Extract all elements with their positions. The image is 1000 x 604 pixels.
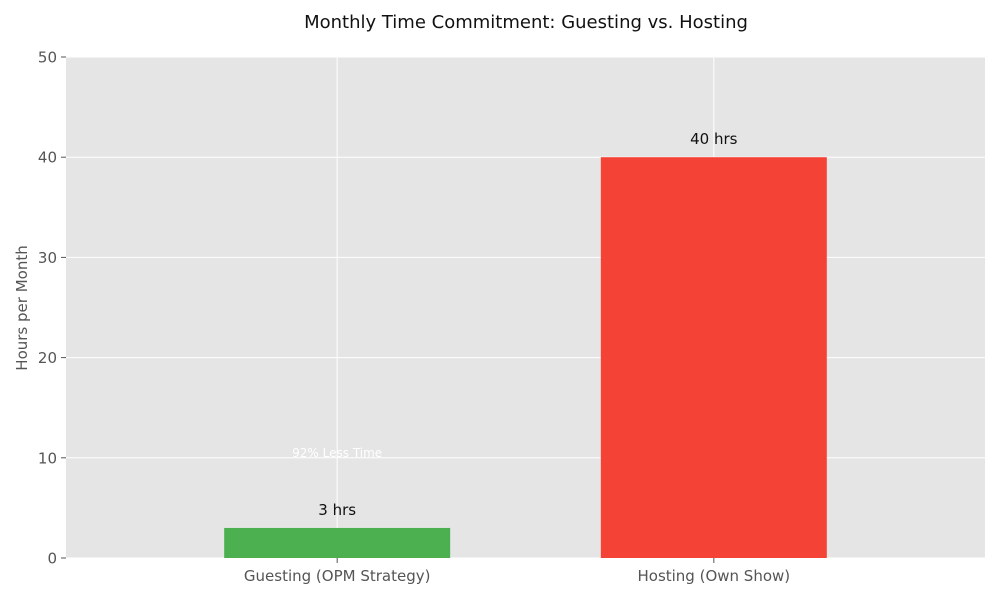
x-tick-label: Hosting (Own Show) <box>637 567 790 585</box>
x-axis: Guesting (OPM Strategy) Hosting (Own Show… <box>244 558 790 585</box>
x-tick-label: Guesting (OPM Strategy) <box>244 567 431 585</box>
bar <box>224 527 451 558</box>
plot-background <box>66 57 985 558</box>
bar <box>600 157 827 558</box>
grid-lines <box>66 56 985 559</box>
y-tick-label: 40 <box>38 149 57 167</box>
bar-value-label: 40 hrs <box>690 130 738 148</box>
data-labels: 3 hrs 40 hrs 92% Less Time <box>292 130 738 519</box>
y-tick-label: 20 <box>38 349 57 367</box>
bar-value-label: 3 hrs <box>318 501 356 519</box>
y-axis: 0 10 20 30 40 50 <box>38 49 66 568</box>
y-tick-label: 30 <box>38 249 57 267</box>
y-axis-label: Hours per Month <box>13 245 31 370</box>
annotation-label: 92% Less Time <box>292 446 382 460</box>
y-tick-label: 0 <box>47 550 57 568</box>
y-tick-label: 50 <box>38 49 57 67</box>
y-tick-label: 10 <box>38 449 57 467</box>
chart-title: Monthly Time Commitment: Guesting vs. Ho… <box>304 12 748 33</box>
bars <box>224 157 827 558</box>
